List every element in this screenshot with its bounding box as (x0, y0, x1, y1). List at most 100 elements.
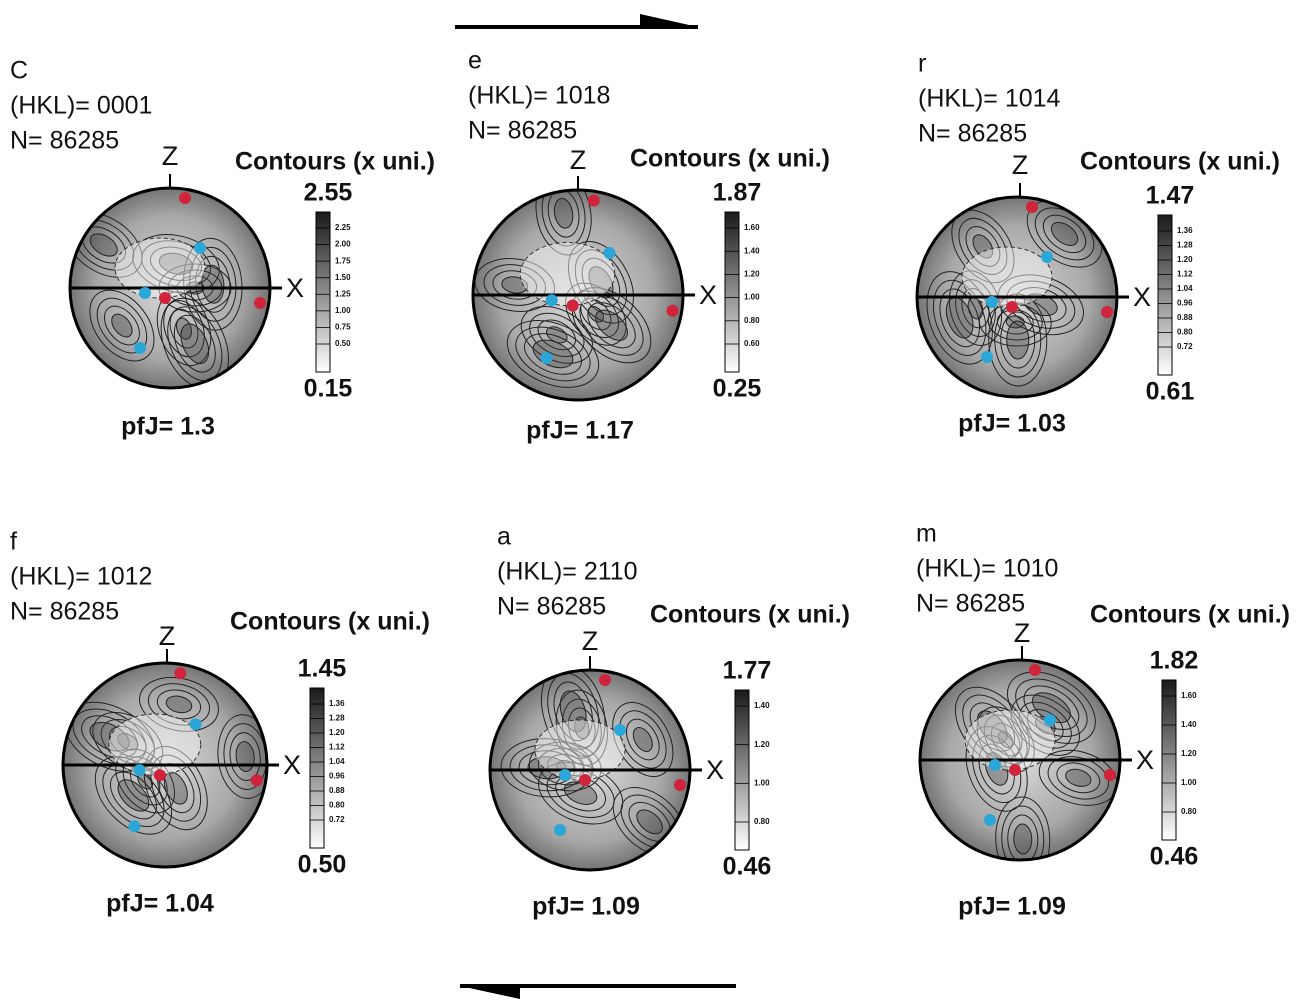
orientation-marker (614, 724, 626, 736)
scale-tick-label: 1.00 (754, 778, 770, 787)
scale-tick-label: 1.04 (1177, 284, 1193, 293)
contours-title: Contours (x uni.) (650, 601, 850, 629)
contour (1013, 823, 1033, 855)
scale-min: 0.50 (298, 851, 347, 879)
scale-tick-label: 1.28 (329, 714, 345, 723)
scale-bar (315, 211, 331, 373)
orientation-marker (579, 774, 591, 786)
contour (523, 333, 582, 375)
panel-letter: C (10, 57, 28, 85)
orientation-marker (984, 814, 996, 826)
contour (1050, 221, 1079, 246)
scale-max: 1.77 (723, 657, 772, 685)
scale-tick-label: 2.00 (335, 240, 351, 249)
orientation-marker (250, 774, 263, 787)
contour (1056, 762, 1101, 794)
contour (111, 313, 133, 338)
pfj-label: pfJ= 1.09 (958, 893, 1066, 921)
scale-tick-label: 1.20 (329, 728, 345, 737)
dashed-contour (519, 242, 616, 306)
orientation-marker (545, 294, 558, 307)
orientation-marker (159, 292, 171, 304)
scale-tick-label: 0.72 (1177, 342, 1193, 351)
orientation-marker (1041, 251, 1053, 263)
contour (1007, 814, 1039, 860)
orientation-marker (566, 299, 579, 312)
contours-title: Contours (x uni.) (1090, 601, 1290, 629)
shear-arrow-top (455, 14, 698, 29)
hkl-label: (HKL)= 1010 (916, 555, 1058, 583)
orientation-marker (139, 287, 151, 299)
contour (89, 233, 118, 257)
scale-max: 1.82 (1150, 647, 1199, 675)
pfj-label: pfJ= 1.3 (121, 413, 215, 441)
scale-tick-label: 0.72 (329, 815, 345, 824)
contour (1042, 214, 1087, 254)
scale-bar (1161, 679, 1177, 841)
scale-bar (724, 211, 740, 373)
stereonet (473, 190, 683, 400)
contour (169, 308, 199, 349)
x-label: X (699, 280, 717, 310)
contours-title: Contours (x uni.) (235, 148, 435, 176)
n-label: N= 86285 (10, 127, 119, 155)
scale-max: 1.45 (298, 655, 347, 683)
scale-tick-label: 0.80 (1181, 807, 1197, 816)
x-label: X (283, 750, 301, 780)
contour (595, 309, 628, 341)
orientation-marker (1044, 714, 1056, 726)
shear-arrow-bottom (460, 984, 736, 999)
hkl-label: (HKL)= 0001 (10, 92, 152, 120)
panel-letter: m (916, 520, 937, 548)
contour (173, 314, 216, 373)
scale-tick-label: 0.80 (754, 817, 770, 826)
contours-title: Contours (x uni.) (630, 145, 830, 173)
orientation-marker (986, 296, 998, 308)
pfj-label: pfJ= 1.17 (526, 417, 634, 445)
x-label: X (286, 273, 304, 303)
scale-tick-label: 1.60 (1181, 691, 1197, 700)
scale-tick-label: 1.25 (335, 289, 351, 298)
pfj-label: pfJ= 1.03 (958, 410, 1066, 438)
orientation-marker (254, 297, 266, 309)
contour (103, 305, 140, 346)
contour (636, 809, 663, 835)
n-label: N= 86285 (468, 117, 577, 145)
scale-tick-label: 1.04 (329, 757, 345, 766)
scale-tick-label: 1.12 (329, 743, 345, 752)
dashed-contour (108, 713, 202, 776)
orientation-marker (559, 769, 571, 781)
scale-bar (1157, 214, 1173, 376)
scale-tick-label: 0.60 (744, 339, 760, 348)
scale-tick-label: 0.88 (1177, 313, 1193, 322)
contours-title: Contours (x uni.) (230, 608, 430, 636)
contour (537, 319, 576, 351)
scale-bar (309, 687, 325, 849)
contours-title: Contours (x uni.) (1080, 148, 1280, 176)
orientation-marker (674, 779, 686, 791)
orientation-marker (1009, 764, 1021, 776)
z-label: Z (1014, 618, 1031, 648)
scale-tick-label: 1.00 (744, 293, 760, 302)
hkl-label: (HKL)= 2110 (497, 558, 638, 586)
orientation-marker (134, 342, 146, 354)
z-label: Z (159, 621, 176, 651)
panel-letter: e (468, 47, 482, 75)
contour (926, 271, 993, 365)
z-label: Z (1012, 150, 1029, 180)
orientation-marker (1029, 664, 1041, 676)
contour (217, 714, 267, 799)
contour (165, 695, 193, 714)
scale-tick-label: 0.80 (744, 316, 760, 325)
orientation-marker (194, 242, 206, 254)
orientation-marker (1026, 201, 1038, 213)
contour (1006, 320, 1030, 360)
contour (201, 264, 225, 304)
orientation-marker (153, 769, 166, 782)
scale-tick-label: 1.00 (1181, 778, 1197, 787)
scale-tick-label: 1.36 (329, 699, 345, 708)
scale-tick-label: 1.40 (1181, 720, 1197, 729)
pfj-label: pfJ= 1.04 (106, 890, 214, 918)
